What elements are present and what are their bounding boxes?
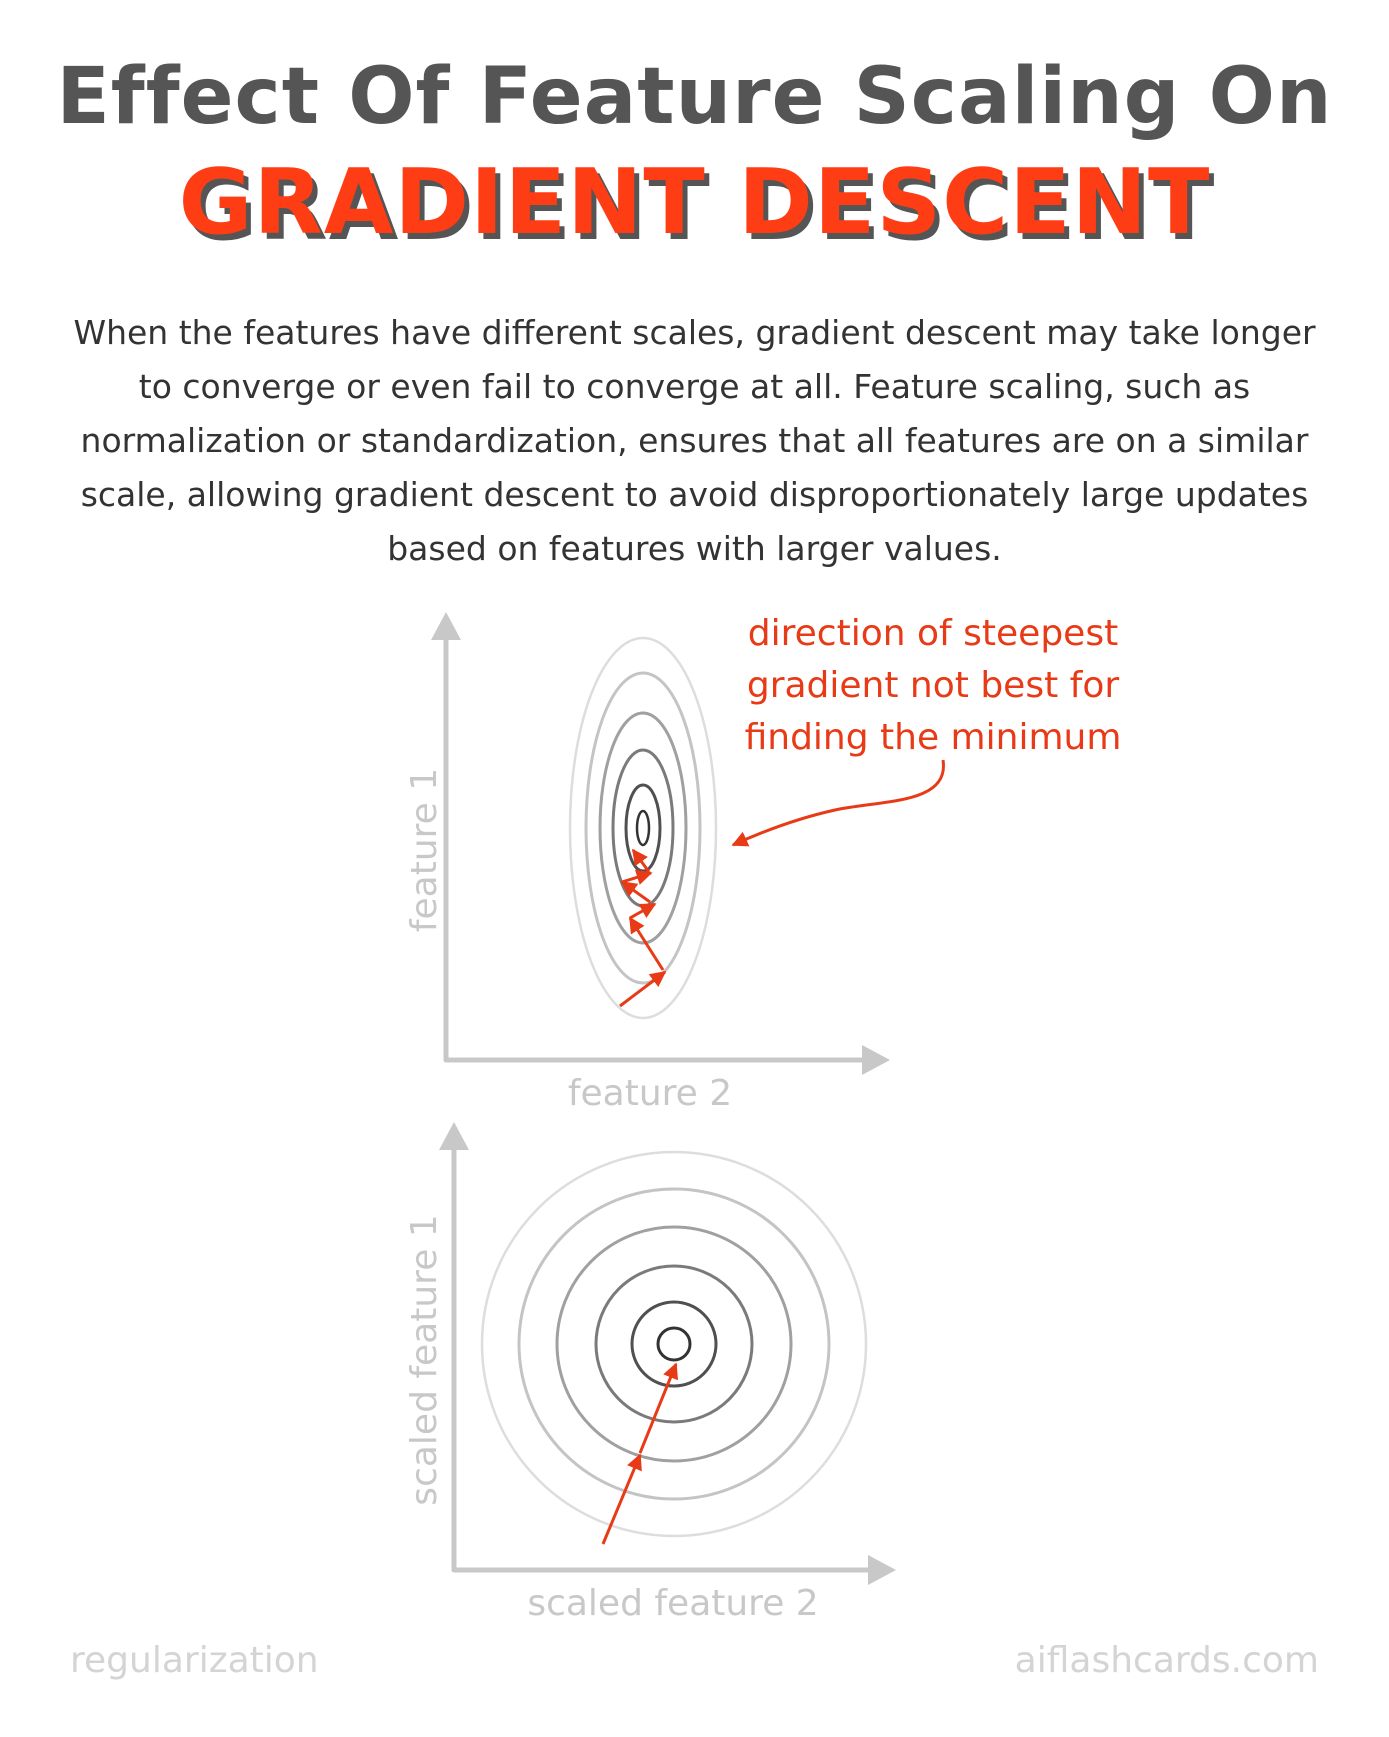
annotation-line-3: finding the minimum (745, 717, 1122, 758)
top-step-2 (628, 916, 665, 971)
bottom-contour-1 (480, 1150, 868, 1538)
top-step-1 (619, 970, 667, 1008)
top-gradient-path (619, 848, 667, 1008)
bottom-x-axis-label: scaled feature 2 (527, 1583, 818, 1624)
top-axes (431, 612, 890, 1075)
top-x-axis-arrowhead (862, 1045, 890, 1075)
top-contour-1 (568, 636, 718, 1020)
bottom-contours (480, 1150, 868, 1538)
bottom-contour-4 (594, 1264, 754, 1424)
top-step-3 (629, 902, 657, 920)
top-contour-3 (598, 711, 688, 945)
top-x-axis-label: feature 2 (568, 1073, 732, 1114)
page-headline: GRADIENT DESCENT (178, 150, 1211, 255)
top-contours (568, 636, 718, 1020)
top-y-axis-arrowhead (431, 612, 461, 640)
bottom-x-axis-arrowhead (868, 1555, 896, 1585)
page-title: Effect Of Feature Scaling On (56, 52, 1333, 142)
top-diagram: feature 1 feature 2 direction of steepes… (404, 612, 1121, 1114)
bottom-diagram: scaled feature 1 scaled feature 2 (404, 1122, 896, 1624)
bottom-y-axis-label: scaled feature 1 (404, 1214, 445, 1505)
top-contour-6 (635, 809, 651, 847)
description-paragraph: When the features have different scales,… (73, 313, 1316, 568)
bottom-y-axis-arrowhead (439, 1122, 469, 1150)
annotation-pointer-arrow (731, 759, 945, 847)
footer-topic-label: regularization (70, 1640, 319, 1681)
bottom-contour-3 (555, 1225, 793, 1463)
top-step-4 (620, 880, 651, 904)
top-contour-5 (624, 783, 662, 873)
bottom-contour-2 (517, 1187, 831, 1501)
footer-site-label: aiflashcards.com (1014, 1640, 1319, 1681)
annotation-line-1: direction of steepest (748, 613, 1118, 654)
bottom-gradient-path (601, 1362, 679, 1545)
top-step-6 (631, 848, 651, 873)
top-contour-2 (584, 671, 702, 985)
bottom-contour-5 (630, 1300, 718, 1388)
bottom-step-2 (638, 1362, 679, 1454)
bottom-axes (439, 1122, 896, 1585)
annotation-line-2: gradient not best for (747, 665, 1120, 706)
top-y-axis-label: feature 1 (404, 768, 445, 932)
top-step-5 (621, 869, 653, 885)
bottom-contour-6 (656, 1326, 692, 1362)
bottom-step-1 (601, 1453, 642, 1545)
